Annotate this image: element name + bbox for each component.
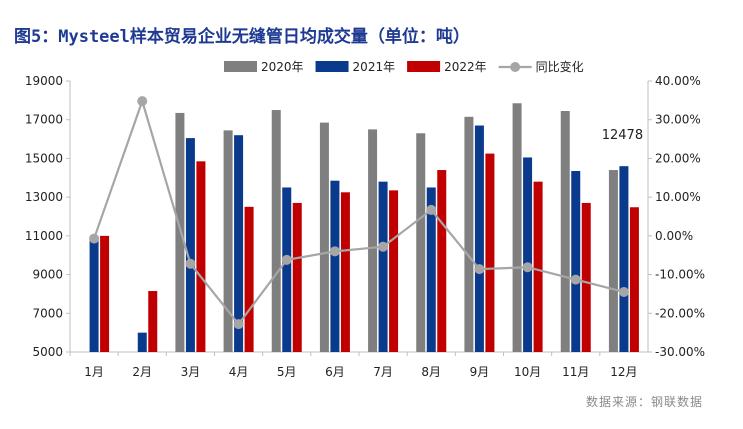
line-point — [233, 319, 244, 330]
bar-2021年 — [234, 135, 244, 352]
x-tick-label: 10月 — [514, 365, 541, 379]
x-tick-label: 11月 — [562, 365, 589, 379]
line-point — [89, 233, 100, 244]
bar-2022年 — [100, 235, 110, 352]
bar-2020年 — [512, 103, 522, 352]
bar-2022年 — [244, 206, 254, 352]
legend-marker — [510, 62, 521, 72]
y-left-tick-label: 9000 — [32, 268, 63, 282]
bar-2020年 — [560, 111, 570, 352]
data-label-12478: 12478 — [602, 128, 643, 143]
axes: 5000 7000 9000 11000 13000 15000 17000 19000 -30… — [25, 74, 705, 379]
y-left-tick-label: 7000 — [32, 306, 63, 320]
x-tick-label: 6月 — [325, 365, 345, 379]
legend-swatch — [315, 61, 349, 72]
x-tick-label: 4月 — [229, 365, 249, 379]
bar-2022年 — [485, 153, 495, 352]
y-left-tick-label: 5000 — [32, 345, 63, 359]
x-tick-label: 2月 — [132, 365, 152, 379]
legend-label: 2022年 — [444, 60, 487, 74]
bar-2021年 — [185, 138, 195, 352]
legend: 2020年 2021年 2022年 同比变化 — [224, 59, 584, 74]
line-point — [522, 262, 533, 273]
bar-2020年 — [464, 116, 474, 352]
bar-2020年 — [175, 112, 185, 352]
bar-2020年 — [319, 122, 329, 352]
source-note: 数据来源：钢联数据 — [585, 395, 703, 409]
bar-2021年 — [474, 125, 484, 353]
line-point — [185, 258, 196, 269]
bar-2022年 — [629, 207, 639, 352]
bar-2021年 — [426, 187, 436, 352]
bar-2021年 — [282, 187, 292, 352]
bar-2022年 — [533, 181, 543, 352]
legend-swatch — [407, 61, 441, 72]
y-right-tick-label: 0.00% — [655, 229, 693, 243]
bar-2021年 — [330, 180, 340, 352]
line-同比变化 — [93, 97, 625, 326]
y-right-tick-label: -30.00% — [655, 345, 705, 359]
bar-2022年 — [292, 202, 302, 352]
legend-label: 2021年 — [353, 60, 396, 74]
bar-2021年 — [571, 171, 581, 352]
bar-2020年 — [608, 170, 618, 352]
bar-2022年 — [581, 202, 591, 352]
bar-2021年 — [523, 157, 533, 352]
line-point — [281, 254, 292, 265]
y-right-tick-label: 10.00% — [655, 190, 701, 204]
bar-2020年 — [368, 129, 378, 352]
bar-2022年 — [196, 161, 206, 352]
bar-2021年 — [378, 181, 388, 352]
line-point — [570, 274, 581, 285]
y-right-tick-label: 40.00% — [655, 74, 701, 88]
bar-2020年 — [271, 110, 281, 353]
line-point — [329, 246, 340, 257]
x-tick-label: 5月 — [277, 365, 297, 379]
bar-2022年 — [437, 170, 447, 352]
bar-2020年 — [416, 133, 426, 352]
legend-label: 2020年 — [261, 60, 304, 74]
y-left-tick-label: 13000 — [25, 190, 63, 204]
line-point — [378, 241, 389, 252]
y-right-tick-label: 20.00% — [655, 151, 701, 165]
y-right-tick-label: -20.00% — [655, 306, 705, 320]
chart-title: 图5：Mysteel样本贸易企业无缝管日均成交量（单位：吨） — [14, 27, 470, 47]
y-right-tick-label: 30.00% — [655, 113, 701, 127]
x-tick-label: 12月 — [610, 365, 637, 379]
x-tick-label: 1月 — [84, 365, 104, 379]
line-point — [474, 264, 485, 275]
y-right-tick-label: -10.00% — [655, 268, 705, 282]
bar-2021年 — [137, 332, 147, 352]
bar-2021年 — [89, 239, 99, 352]
line-point — [137, 96, 148, 107]
legend-label: 同比变化 — [536, 59, 584, 74]
legend-swatch — [224, 61, 257, 72]
bar-2022年 — [389, 190, 399, 352]
y-left-tick-label: 11000 — [25, 229, 63, 243]
annotations: 12478 — [602, 128, 643, 143]
line-point — [618, 286, 629, 297]
x-tick-label: 7月 — [373, 365, 393, 379]
x-tick-label: 8月 — [421, 365, 441, 379]
y-left-tick-label: 17000 — [25, 113, 63, 127]
x-tick-label: 3月 — [181, 365, 201, 379]
bar-2022年 — [148, 291, 158, 352]
line-point — [426, 204, 437, 215]
bars — [89, 103, 639, 353]
x-tick-label: 9月 — [470, 365, 490, 379]
y-left-tick-label: 19000 — [25, 74, 63, 88]
yoy-line — [89, 96, 629, 330]
bar-2022年 — [340, 192, 350, 352]
bar-2020年 — [223, 130, 233, 352]
bar-2021年 — [619, 166, 629, 352]
y-left-tick-label: 15000 — [25, 151, 63, 165]
